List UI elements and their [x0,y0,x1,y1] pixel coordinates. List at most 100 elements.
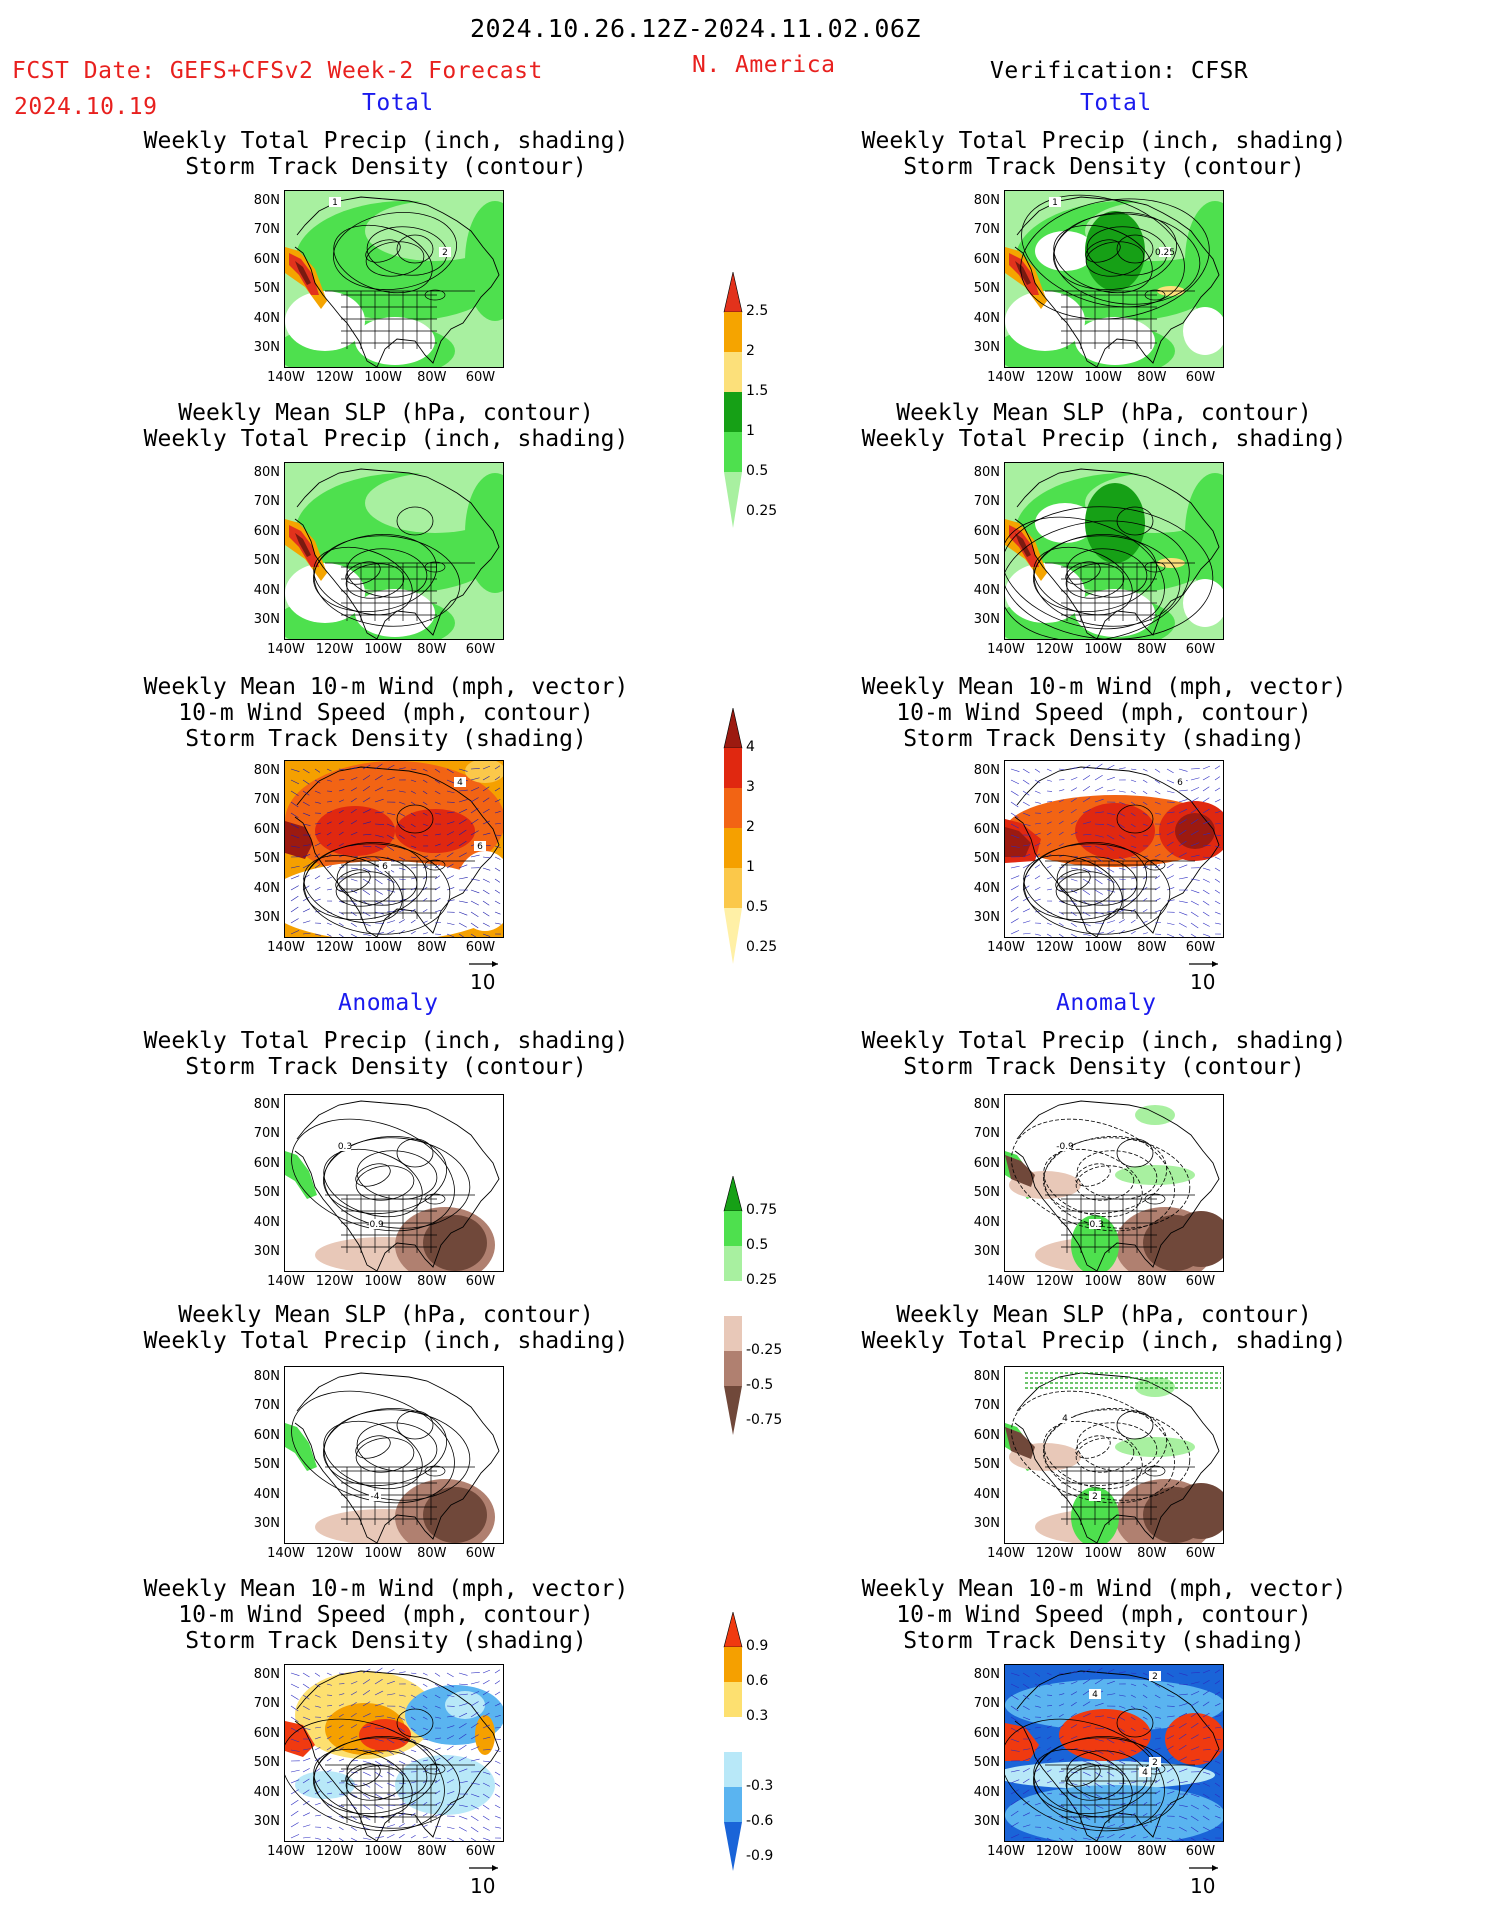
colorbar-end-cap [724,472,742,528]
shading-region [1005,827,1031,857]
colorbar-label: 2 [746,819,755,835]
great-lakes [424,1465,446,1477]
lon-tick-label: 120W [315,370,354,385]
colorbar-segment [724,1647,742,1682]
shading-region [465,761,503,783]
great-lakes [424,561,446,573]
lat-tick-label: 30N [253,612,280,627]
lon-tick-label: 140W [987,940,1025,955]
lon-tick-label: 80W [1137,370,1167,385]
map-panel-fc-precip-anom: -0.9 0.3 [284,1094,504,1272]
hudson-bay [1116,1410,1154,1440]
lon-tick-label: 80W [1137,1844,1167,1859]
lon-tick-label: 60W [465,642,496,657]
lon-tick-label: 60W [465,940,496,955]
shading-region [395,809,475,853]
shading-region [1135,1377,1175,1397]
lon-tick-label: 80W [1137,1546,1167,1561]
shading-region [1005,291,1085,351]
lat-tick-label: 40N [253,880,280,896]
coastline [294,1372,500,1543]
shading-region [455,851,503,931]
coastline [1014,1100,1220,1271]
lon-tick-label: 140W [267,642,305,657]
lon-tick-label: 80W [417,940,447,955]
lat-tick-label: 50N [253,1185,280,1201]
fcst-date: 2024.10.19 [14,94,158,120]
lat-tick-label: 60N [973,821,1000,837]
lat-tick-label: 40N [973,1214,1000,1230]
map-panel-vf-wind-total: 6 [1004,760,1224,938]
great-lakes [424,1193,446,1205]
colorbar-label: 3 [746,779,755,795]
lon-tick-label: 80W [1137,940,1167,955]
lat-tick-label: 80N [973,1369,1000,1384]
colorbar-end-cap [723,1612,743,1648]
lat-tick-label: 30N [253,1244,280,1259]
wind-vectors [290,1667,501,1841]
hudson-bay [1116,1708,1154,1738]
colorbar-segment [724,432,742,472]
contour-label: 2 [1092,1492,1098,1502]
contour-label: -0.3 [1086,1220,1104,1230]
lat-tick-label: 70N [253,494,280,510]
map-fc-slp-anom: -4 [285,1367,503,1543]
shading-region [1175,813,1215,849]
great-lakes [424,859,446,871]
lon-tick-label: 100W [1084,370,1123,385]
colorbar-label: 0.5 [746,463,769,479]
title-vf-slp-anom: Weekly Mean SLP (hPa, contour) Weekly To… [861,1302,1347,1354]
lat-tick-label: 50N [253,1457,280,1473]
lon-tick-label: 60W [1185,1546,1216,1561]
lat-tick-label: 80N [973,465,1000,480]
lon-tick-label: 120W [1035,1844,1074,1859]
wind-vectors [290,763,501,937]
arrow-icon [1189,1865,1218,1871]
shading-region [1035,231,1095,271]
colorbar-segment [724,1752,742,1787]
lat-tick-label: 40N [253,582,280,598]
great-lakes [424,289,446,301]
lat-tick-label: 50N [973,553,1000,569]
colorbar-segment [724,312,742,352]
colorbar-label: 4 [746,739,755,755]
lon-tick-label: 100W [1084,1844,1123,1859]
coastline [1014,196,1220,367]
lat-tick-label: 40N [253,1214,280,1230]
contour-label: 2 [1152,1672,1158,1682]
lon-tick-label: 120W [1035,1274,1074,1289]
lon-tick-label: 120W [315,1844,354,1859]
state-boundaries [325,1764,475,1823]
lat-tick-label: 70N [973,1696,1000,1712]
lon-tick-label: 120W [315,642,354,657]
colorbar-segment [724,1211,742,1246]
lat-tick-label: 80N [253,1097,280,1112]
section-total-left: Total [362,90,434,116]
colorbar-label: 1.5 [746,383,769,399]
colorbar-end-cap [724,1386,742,1435]
lat-tick-label: 50N [973,1755,1000,1771]
shading-region [295,533,311,557]
shading-region [1005,1723,1039,1761]
shading-region [1059,1709,1151,1761]
lon-tick-label: 60W [1185,1274,1216,1289]
lon-tick-label: 120W [1035,1546,1074,1561]
wind-vectors [1010,1667,1221,1841]
lat-tick-label: 30N [973,1244,1000,1259]
colorbar-label: 0.9 [746,1638,769,1654]
colorbar-segment [724,828,742,868]
title-vf-wind-total: Weekly Mean 10-m Wind (mph, vector) 10-m… [861,674,1347,752]
map-vf-precip-anom: -0.3 -0.9 [1005,1095,1223,1271]
lon-tick-label: 100W [1084,642,1123,657]
lat-tick-label: 80N [973,1667,1000,1682]
lat-tick-label: 80N [253,763,280,778]
lat-tick-label: 60N [973,1427,1000,1443]
map-vf-slp-anom: 24 [1005,1367,1223,1543]
great-lakes [1144,289,1166,301]
lat-tick-label: 60N [973,523,1000,539]
colorbar-label: 2.5 [746,303,769,319]
title-fc-wind-total: Weekly Mean 10-m Wind (mph, vector) 10-m… [143,674,629,752]
contour-label: 4 [1092,1690,1098,1700]
section-anomaly-right: Anomaly [1056,990,1157,1016]
